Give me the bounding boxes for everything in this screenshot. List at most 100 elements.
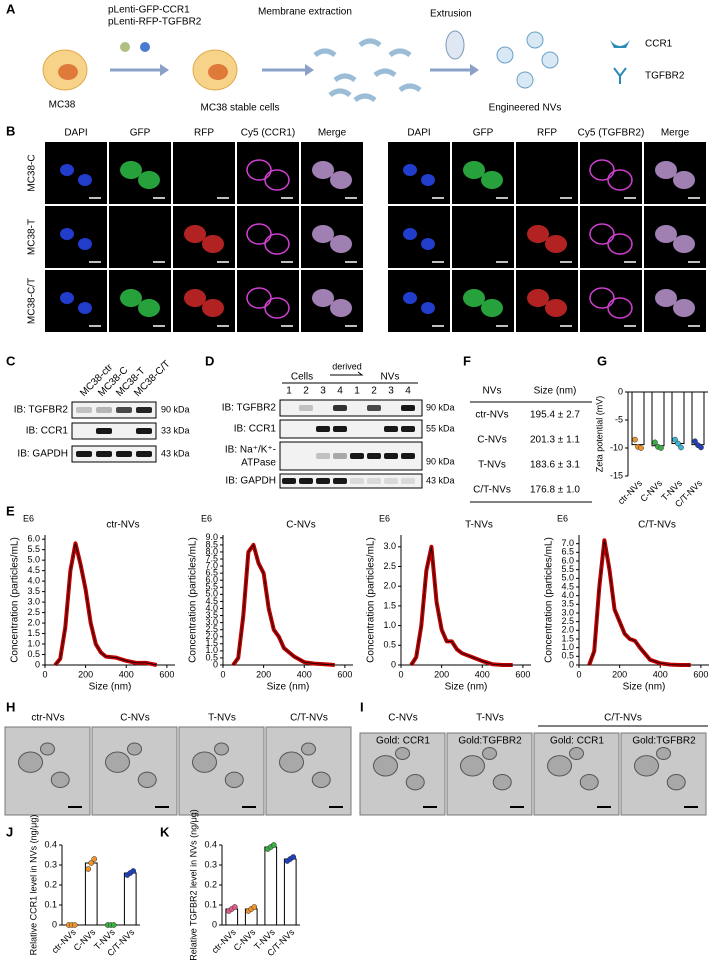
kda-label: 43 kDa [161, 448, 190, 458]
band [76, 451, 92, 457]
label: T-NVs [478, 460, 506, 471]
point [251, 904, 258, 910]
point [632, 436, 638, 443]
lane-label: 1 [286, 386, 292, 397]
y-tick-label: 2.5 [205, 624, 218, 634]
lane-label: 3 [320, 386, 326, 397]
band [384, 405, 398, 411]
y-tick-label: 0.5 [205, 652, 218, 662]
tem-image [4, 726, 91, 816]
y-axis-label: Concentration (particles/mL) [544, 537, 555, 663]
y-tick-label: 5.0 [561, 573, 574, 583]
x-tick-label: 600 [337, 669, 352, 679]
panel-label: F [463, 353, 471, 368]
vesicle [496, 46, 514, 64]
vesicle [526, 31, 544, 49]
column-header: Cy5 (CCR1) [241, 128, 295, 139]
vesicle [40, 742, 55, 756]
band [350, 478, 364, 484]
y-tick-label: 4.5 [205, 596, 218, 606]
tgfbr2-icon [613, 67, 627, 84]
y-tick-label: 5.5 [27, 544, 40, 554]
y-tick-label: 1.5 [383, 600, 396, 610]
x-tick-label: ctr-NVs [210, 927, 239, 956]
cell-signal [330, 171, 352, 189]
band [384, 478, 398, 484]
y-tick-label: 1.0 [205, 645, 218, 655]
bar [631, 391, 645, 446]
cell-signal [403, 228, 417, 240]
y-tick-label: 3.5 [205, 610, 218, 620]
nucleus [58, 64, 78, 80]
cell-signal [60, 228, 74, 240]
row-label: IB: GAPDH [17, 449, 68, 460]
blot [279, 419, 423, 439]
row-label: MC38-C [27, 154, 38, 191]
cell-signal [527, 289, 549, 307]
kda-label: 43 kDa [426, 475, 455, 485]
y-tick-label: 8.0 [205, 546, 218, 556]
cell-signal [78, 302, 92, 314]
y-tick-label: 3.5 [27, 586, 40, 596]
y-tick-label: -10 [610, 442, 623, 452]
cell-signal [673, 171, 695, 189]
label: 195.4 ± 2.7 [530, 410, 580, 421]
x-tick-label: 0 [576, 669, 581, 679]
line [54, 543, 157, 666]
label: NVs [381, 372, 400, 383]
point [638, 445, 644, 451]
x-tick-label: 400 [475, 669, 490, 679]
lane-label: 3 [388, 386, 394, 397]
tem-image [359, 732, 446, 816]
cell-signal [421, 238, 435, 250]
blot [279, 473, 423, 489]
cell-signal [202, 299, 224, 317]
band [401, 453, 415, 459]
label: C-NVs [120, 713, 149, 724]
cell-signal [264, 233, 290, 255]
label: T-NVs [208, 713, 236, 724]
cell-signal [246, 287, 272, 309]
y-tick-label: 0.4 [44, 839, 57, 849]
vesicle [547, 755, 572, 777]
band [76, 407, 92, 413]
blot [71, 445, 157, 463]
kda-label: 90 kDa [426, 402, 455, 412]
line [232, 543, 335, 666]
cell-signal [312, 161, 334, 179]
point [231, 904, 238, 910]
bar [691, 391, 705, 446]
cell-signal [403, 164, 417, 176]
label: pLenti-GFP-CCR1 [108, 5, 190, 16]
y-tick-label: 6.5 [205, 568, 218, 578]
blot [71, 422, 157, 440]
column-header: Merge [318, 128, 347, 139]
cell-signal [545, 299, 567, 317]
vesicle [656, 747, 671, 760]
point [110, 922, 117, 928]
y-tick-label: 0.1 [204, 899, 217, 909]
label: CCR1 [645, 39, 673, 50]
cell-signal [589, 159, 615, 181]
arrow [330, 371, 364, 376]
cell-signal [138, 299, 160, 317]
label: pLenti-RFP-TGFBR2 [108, 17, 202, 28]
y-tick-label: -5 [615, 414, 623, 424]
y-tick-label: 6.0 [27, 534, 40, 544]
lane-label: 2 [303, 386, 309, 397]
label: C/T-NVs [290, 713, 328, 724]
bar [651, 391, 665, 447]
cell-signal [184, 289, 206, 307]
label: Size (nm) [534, 386, 577, 397]
y-tick-label: 6.5 [561, 547, 574, 557]
cell-signal [673, 299, 695, 317]
y-tick-label: 0.1 [44, 899, 57, 909]
label: NVs [483, 386, 502, 397]
band [401, 426, 415, 432]
band [76, 428, 92, 434]
y-tick-label: 9.0 [205, 532, 218, 542]
vesicle [137, 771, 157, 788]
extruder [445, 30, 465, 60]
arrow-head [305, 64, 314, 76]
vesicle [460, 755, 485, 777]
